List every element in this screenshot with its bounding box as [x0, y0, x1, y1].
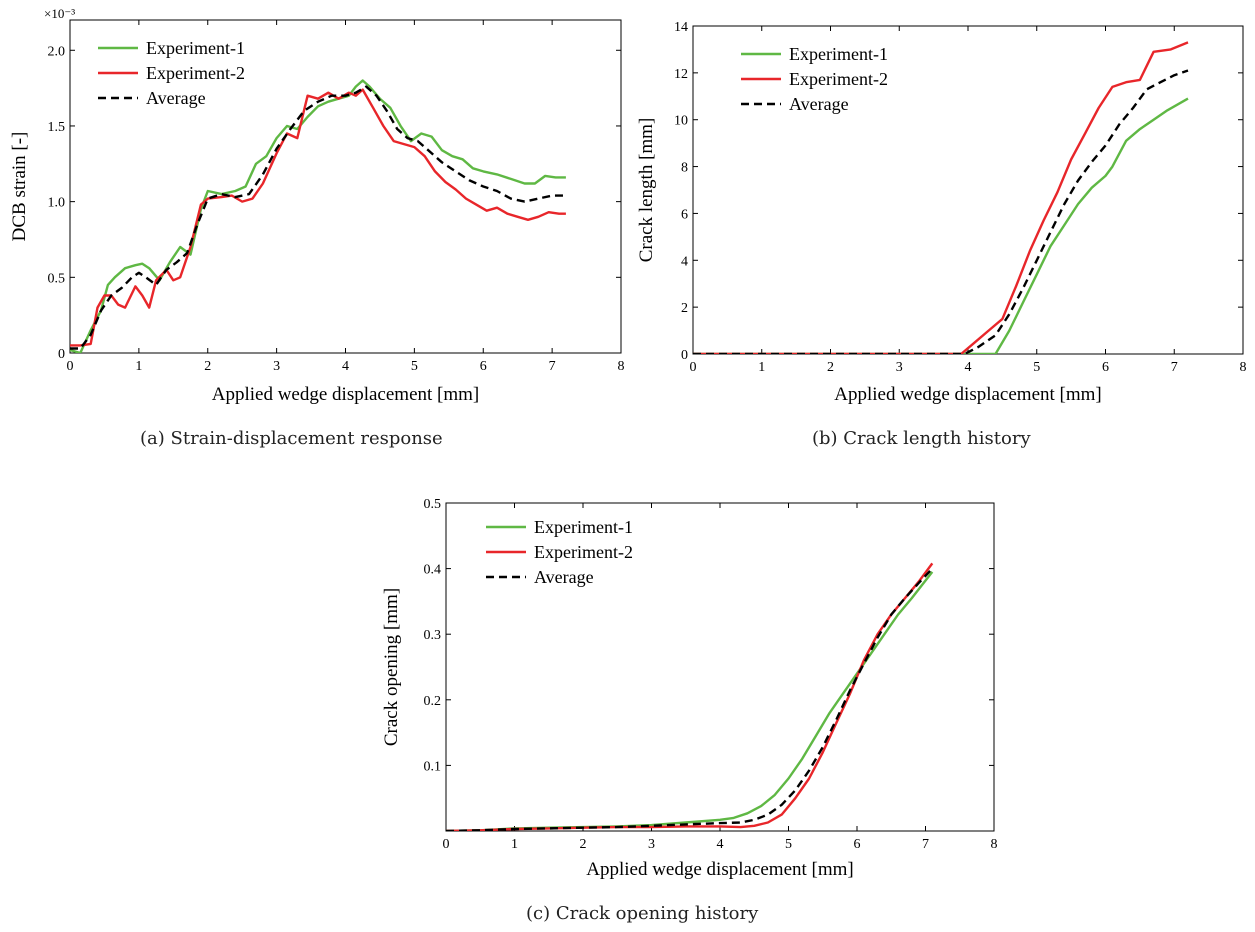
- x-tick-label: 1: [758, 360, 765, 375]
- caption-a: (a) Strain-displacement response: [140, 428, 443, 449]
- x-tick-label: 5: [785, 837, 792, 852]
- x-tick-label: 4: [717, 837, 724, 852]
- x-tick-label: 0: [690, 360, 697, 375]
- x-tick-label: 3: [648, 837, 655, 852]
- x-tick-label: 1: [135, 359, 142, 374]
- caption-b: (b) Crack length history: [812, 428, 1031, 449]
- y-tick-label: 12: [674, 67, 688, 82]
- series-experiment-2: [70, 88, 566, 347]
- x-tick-label: 7: [922, 837, 929, 852]
- x-tick-label: 2: [827, 360, 834, 375]
- series-experiment-1: [693, 97, 1189, 354]
- x-tick-label: 1: [511, 837, 518, 852]
- plot-frame: [445, 502, 995, 832]
- x-tick-label: 8: [618, 359, 625, 374]
- x-tick-label: 5: [411, 359, 418, 374]
- legend-label: Experiment-1: [789, 44, 888, 64]
- y-tick-label: 0.5: [424, 497, 442, 512]
- y-tick-label: 2: [681, 301, 688, 316]
- x-tick-label: 8: [991, 837, 998, 852]
- series-experiment-2: [693, 41, 1189, 354]
- legend-label: Experiment-2: [534, 542, 633, 562]
- legend-label: Average: [789, 94, 849, 114]
- x-tick-label: 7: [1171, 360, 1178, 375]
- legend-label: Experiment-1: [534, 517, 633, 537]
- x-axis-label: Applied wedge displacement [mm]: [586, 859, 854, 880]
- x-tick-label: 2: [204, 359, 211, 374]
- x-tick-label: 2: [580, 837, 587, 852]
- x-tick-label: 6: [480, 359, 487, 374]
- legend-label: Experiment-2: [789, 69, 888, 89]
- y-tick-label: 0: [681, 348, 688, 363]
- y-tick-label: 4: [681, 254, 688, 269]
- y-tick-label: 8: [681, 161, 688, 176]
- y-tick-label: 10: [674, 114, 688, 129]
- x-tick-label: 5: [1033, 360, 1040, 375]
- series-average: [70, 85, 566, 350]
- y-axis-label: DCB strain [-]: [9, 132, 30, 242]
- legend-label: Experiment-2: [146, 63, 245, 83]
- legend-label: Experiment-1: [146, 38, 245, 58]
- series-average: [693, 69, 1189, 354]
- x-tick-label: 0: [67, 359, 74, 374]
- series-experiment-1: [70, 79, 566, 353]
- chart-strain-displacement: 0 1 2 3 4 5 6 7 8 0 0.5 1.0 1.5 2.0 ×10⁻³ Applied wedge…: [9, 6, 625, 405]
- y-axis-label: Crack length [mm]: [636, 118, 657, 263]
- y-tick-label: 14: [674, 20, 688, 35]
- x-tick-label: 6: [854, 837, 861, 852]
- x-tick-label: 0: [443, 837, 450, 852]
- chart-crack-opening: 0 1 2 3 4 5 6 7 8 0.1 0.2 0.3 0.4 0.5 Applied wedge di…: [381, 497, 998, 880]
- x-axis-label: Applied wedge displacement [mm]: [834, 384, 1102, 405]
- caption-c: (c) Crack opening history: [526, 903, 759, 924]
- y-exponent-label: ×10⁻³: [44, 6, 75, 21]
- y-tick-label: 0: [58, 347, 65, 362]
- y-tick-label: 0.4: [424, 563, 442, 578]
- x-tick-label: 7: [549, 359, 556, 374]
- y-tick-label: 0.2: [424, 694, 442, 709]
- x-tick-label: 6: [1102, 360, 1109, 375]
- x-tick-label: 4: [965, 360, 972, 375]
- y-tick-label: 0.5: [48, 271, 66, 286]
- legend-label: Average: [146, 88, 206, 108]
- y-tick-label: 1.0: [48, 196, 66, 211]
- series-experiment-1: [446, 571, 934, 831]
- y-tick-label: 2.0: [48, 44, 66, 59]
- x-tick-label: 8: [1240, 360, 1247, 375]
- y-tick-label: 1.5: [48, 120, 66, 135]
- x-tick-label: 4: [342, 359, 349, 374]
- x-axis-label: Applied wedge displacement [mm]: [212, 384, 480, 405]
- x-tick-label: 3: [273, 359, 280, 374]
- plot-frame: [692, 25, 1244, 355]
- legend-label: Average: [534, 567, 594, 587]
- y-tick-label: 0.1: [424, 759, 442, 774]
- x-tick-label: 3: [896, 360, 903, 375]
- series-experiment-2: [446, 562, 934, 831]
- y-axis-label: Crack opening [mm]: [381, 588, 402, 746]
- y-tick-label: 6: [681, 207, 688, 222]
- series-average: [446, 567, 934, 831]
- y-tick-label: 0.3: [424, 628, 442, 643]
